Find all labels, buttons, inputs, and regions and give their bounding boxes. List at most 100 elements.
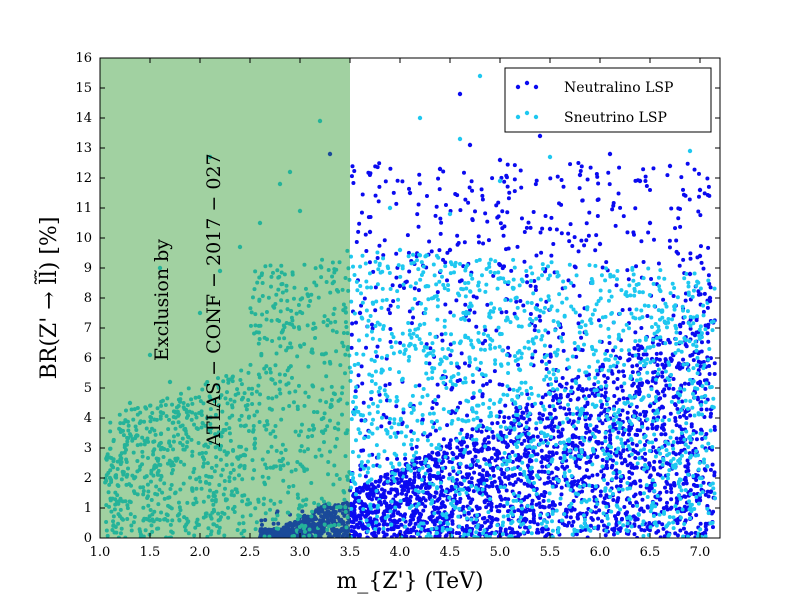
neutralino-point <box>473 209 478 214</box>
sneutrino-point <box>690 405 695 410</box>
sneutrino-point <box>603 439 608 444</box>
sneutrino-point <box>373 381 378 386</box>
sneutrino-point <box>366 466 371 471</box>
neutralino-point <box>607 182 612 187</box>
neutralino-point <box>633 456 638 461</box>
neutralino-point <box>561 331 566 336</box>
neutralino-point <box>712 470 717 475</box>
neutralino-point <box>532 279 537 284</box>
neutralino-point <box>611 458 616 463</box>
sneutrino-point <box>710 328 715 333</box>
neutralino-point <box>617 165 622 170</box>
neutralino-point <box>491 446 496 451</box>
neutralino-point <box>568 398 573 403</box>
sneutrino-point <box>364 279 369 284</box>
neutralino-point <box>671 294 676 299</box>
sneutrino-point <box>446 476 451 481</box>
neutralino-point <box>691 428 696 433</box>
sneutrino-point <box>412 296 417 301</box>
neutralino-point <box>442 504 447 509</box>
sneutrino-point <box>645 417 650 422</box>
neutralino-point <box>579 335 584 340</box>
sneutrino-point <box>381 256 386 261</box>
neutralino-point <box>602 394 607 399</box>
neutralino-point <box>373 193 378 198</box>
neutralino-point <box>573 443 578 448</box>
neutralino-point <box>394 201 399 206</box>
sneutrino-point <box>390 464 395 469</box>
neutralino-point <box>489 455 494 460</box>
neutralino-point <box>664 505 669 510</box>
sneutrino-point <box>534 316 539 321</box>
sneutrino-point <box>492 270 497 275</box>
neutralino-point <box>562 406 567 411</box>
neutralino-point <box>335 515 340 520</box>
neutralino-point <box>590 488 595 493</box>
neutralino-point <box>319 505 324 510</box>
sneutrino-point <box>456 514 461 519</box>
neutralino-point <box>655 472 660 477</box>
sneutrino-point <box>389 499 394 504</box>
sneutrino-point <box>704 448 709 453</box>
neutralino-point <box>667 340 672 345</box>
sneutrino-point <box>488 346 493 351</box>
sneutrino-point <box>430 376 435 381</box>
neutralino-point <box>467 363 472 368</box>
neutralino-point <box>458 400 463 405</box>
sneutrino-point <box>633 394 638 399</box>
sneutrino-point <box>664 325 669 330</box>
neutralino-point <box>705 331 710 336</box>
sneutrino-point <box>446 347 451 352</box>
neutralino-point <box>634 363 639 368</box>
sneutrino-point <box>451 313 456 318</box>
sneutrino-point <box>604 266 609 271</box>
neutralino-point <box>404 492 409 497</box>
sneutrino-point <box>710 445 715 450</box>
neutralino-point <box>434 401 439 406</box>
neutralino-point <box>440 338 445 343</box>
neutralino-point <box>390 487 395 492</box>
neutralino-point <box>536 469 541 474</box>
neutralino-point <box>394 404 399 409</box>
neutralino-point <box>657 459 662 464</box>
neutralino-point <box>524 508 529 513</box>
sneutrino-point <box>406 254 411 259</box>
neutralino-point <box>554 227 559 232</box>
sneutrino-point <box>466 532 471 537</box>
sneutrino-point <box>451 478 456 483</box>
neutralino-point <box>506 415 511 420</box>
sneutrino-point <box>457 506 462 511</box>
neutralino-point <box>455 379 460 384</box>
neutralino-point <box>522 259 527 264</box>
neutralino-point <box>405 233 410 238</box>
neutralino-point <box>534 253 539 258</box>
neutralino-point <box>616 512 621 517</box>
sneutrino-point <box>401 407 406 412</box>
neutralino-point <box>527 508 532 513</box>
neutralino-point <box>701 309 706 314</box>
neutralino-point <box>418 485 423 490</box>
sneutrino-point <box>501 514 506 519</box>
neutralino-point <box>375 344 380 349</box>
sneutrino-point <box>579 524 584 529</box>
sneutrino-point <box>454 361 459 366</box>
neutralino-point <box>387 381 392 386</box>
neutralino-point <box>702 467 707 472</box>
sneutrino-point <box>501 392 506 397</box>
sneutrino-point <box>534 458 539 463</box>
neutralino-point <box>593 510 598 515</box>
sneutrino-point <box>589 321 594 326</box>
neutralino-point <box>566 520 571 525</box>
sneutrino-point <box>500 348 505 353</box>
sneutrino-point <box>691 288 696 293</box>
sneutrino-point <box>679 431 684 436</box>
neutralino-point <box>708 414 713 419</box>
neutralino-point <box>710 462 715 467</box>
sneutrino-point <box>456 371 461 376</box>
sneutrino-point <box>538 297 543 302</box>
neutralino-point <box>385 472 390 477</box>
sneutrino-point <box>352 480 357 485</box>
sneutrino-point <box>534 421 539 426</box>
neutralino-point <box>510 473 515 478</box>
sneutrino-point <box>694 495 699 500</box>
